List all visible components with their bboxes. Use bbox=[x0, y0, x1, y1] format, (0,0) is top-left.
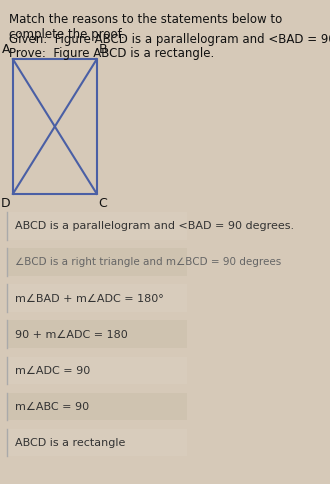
Text: m∠ABC = 90: m∠ABC = 90 bbox=[15, 402, 89, 412]
FancyBboxPatch shape bbox=[7, 284, 186, 312]
FancyBboxPatch shape bbox=[7, 248, 186, 276]
Text: ABCD is a rectangle: ABCD is a rectangle bbox=[15, 438, 125, 448]
Text: Match the reasons to the statements below to complete the proof.: Match the reasons to the statements belo… bbox=[9, 14, 282, 42]
Text: C: C bbox=[98, 197, 107, 211]
Text: B: B bbox=[98, 43, 107, 56]
Text: ∠BCD is a right triangle and m∠BCD = 90 degrees: ∠BCD is a right triangle and m∠BCD = 90 … bbox=[15, 257, 281, 268]
Text: 90 + m∠ADC = 180: 90 + m∠ADC = 180 bbox=[15, 330, 127, 340]
Text: m∠BAD + m∠ADC = 180°: m∠BAD + m∠ADC = 180° bbox=[15, 293, 163, 303]
Text: D: D bbox=[1, 197, 11, 211]
Text: ABCD is a parallelogram and <BAD = 90 degrees.: ABCD is a parallelogram and <BAD = 90 de… bbox=[15, 221, 294, 231]
FancyBboxPatch shape bbox=[7, 320, 186, 348]
FancyBboxPatch shape bbox=[7, 429, 186, 456]
FancyBboxPatch shape bbox=[7, 357, 186, 384]
Text: Prove:  Figure ABCD is a rectangle.: Prove: Figure ABCD is a rectangle. bbox=[9, 47, 214, 60]
Text: Given:  Figure ABCD is a parallelogram and <BAD = 90 degrees.: Given: Figure ABCD is a parallelogram an… bbox=[9, 32, 330, 45]
Text: m∠ADC = 90: m∠ADC = 90 bbox=[15, 366, 90, 376]
FancyBboxPatch shape bbox=[7, 212, 186, 240]
Text: A: A bbox=[2, 43, 11, 56]
FancyBboxPatch shape bbox=[7, 393, 186, 420]
